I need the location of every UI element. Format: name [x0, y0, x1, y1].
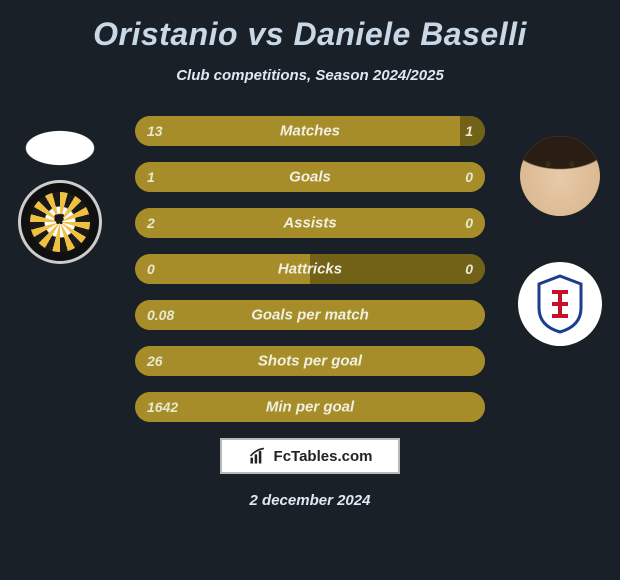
stat-value-left: 1642 — [147, 399, 178, 415]
stats-table: 13 1 Matches 1 0 Goals 2 0 Assists 0 0 Hattricks 0.0… — [0, 116, 620, 422]
date-text: 2 december 2024 — [0, 492, 620, 509]
stat-value-left: 26 — [147, 353, 163, 369]
stat-label: Shots per goal — [258, 353, 362, 370]
stat-label: Goals per match — [251, 307, 369, 324]
stat-row: 1 0 Goals — [135, 162, 485, 192]
page-subtitle: Club competitions, Season 2024/2025 — [0, 67, 620, 84]
stat-row: 0.08 Goals per match — [135, 300, 485, 330]
stat-value-left: 1 — [147, 169, 155, 185]
stat-value-left: 13 — [147, 123, 163, 139]
fctables-logo-icon — [248, 446, 268, 466]
stat-value-right: 0 — [465, 215, 473, 231]
stat-row: 2 0 Assists — [135, 208, 485, 238]
stat-row: 13 1 Matches — [135, 116, 485, 146]
stat-row: 26 Shots per goal — [135, 346, 485, 376]
stat-row: 1642 Min per goal — [135, 392, 485, 422]
branding-text: FcTables.com — [274, 448, 373, 465]
stat-value-left: 0.08 — [147, 307, 174, 323]
stat-label: Matches — [280, 123, 340, 140]
page-title: Oristanio vs Daniele Baselli — [0, 16, 620, 53]
stat-row: 0 0 Hattricks — [135, 254, 485, 284]
comparison-infographic: Oristanio vs Daniele Baselli Club compet… — [0, 0, 620, 580]
stat-value-right: 0 — [465, 169, 473, 185]
stat-label: Goals — [289, 169, 331, 186]
stat-label: Assists — [283, 215, 336, 232]
stat-label: Min per goal — [266, 399, 354, 416]
stat-value-left: 0 — [147, 261, 155, 277]
branding-badge: FcTables.com — [220, 438, 400, 474]
stat-value-right: 1 — [465, 123, 473, 139]
stat-label: Hattricks — [278, 261, 342, 278]
stat-value-right: 0 — [465, 261, 473, 277]
stat-value-left: 2 — [147, 215, 155, 231]
